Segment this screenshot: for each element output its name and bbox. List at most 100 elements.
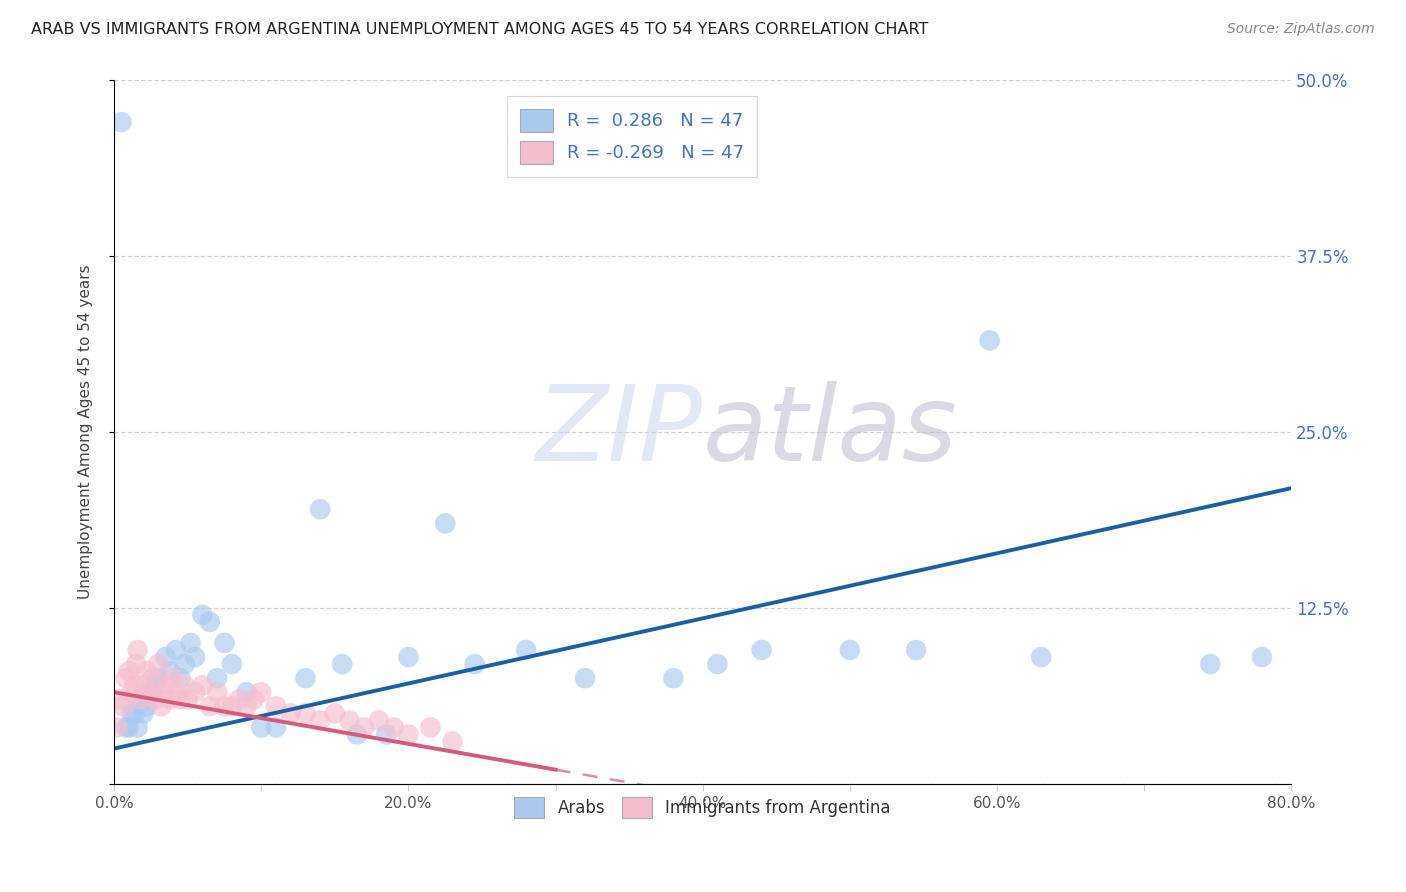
- Point: [143, 692, 166, 706]
- Point: [221, 657, 243, 672]
- Point: [184, 685, 207, 699]
- Point: [330, 657, 353, 672]
- Point: [124, 678, 146, 692]
- Point: [115, 721, 138, 735]
- Text: ZIP: ZIP: [536, 381, 703, 483]
- Point: [135, 699, 157, 714]
- Point: [353, 721, 375, 735]
- Point: [339, 714, 361, 728]
- Point: [159, 664, 181, 678]
- Text: ARAB VS IMMIGRANTS FROM ARGENTINA UNEMPLOYMENT AMONG AGES 45 TO 54 YEARS CORRELA: ARAB VS IMMIGRANTS FROM ARGENTINA UNEMPL…: [31, 22, 928, 37]
- Point: [132, 706, 155, 721]
- Point: [346, 727, 368, 741]
- Point: [124, 706, 146, 721]
- Point: [382, 721, 405, 735]
- Point: [105, 721, 128, 735]
- Point: [375, 727, 398, 741]
- Point: [1031, 650, 1053, 665]
- Point: [396, 727, 419, 741]
- Point: [165, 643, 187, 657]
- Point: [309, 714, 332, 728]
- Point: [129, 692, 152, 706]
- Point: [132, 678, 155, 692]
- Point: [250, 721, 273, 735]
- Point: [150, 699, 173, 714]
- Point: [169, 671, 191, 685]
- Point: [141, 685, 163, 699]
- Point: [434, 516, 457, 531]
- Point: [191, 607, 214, 622]
- Point: [127, 721, 149, 735]
- Point: [138, 685, 160, 699]
- Point: [706, 657, 728, 672]
- Point: [264, 721, 287, 735]
- Point: [309, 502, 332, 516]
- Point: [464, 657, 486, 672]
- Point: [214, 699, 236, 714]
- Point: [141, 671, 163, 685]
- Point: [148, 657, 170, 672]
- Point: [176, 692, 198, 706]
- Point: [148, 671, 170, 685]
- Point: [135, 664, 157, 678]
- Point: [838, 643, 860, 657]
- Y-axis label: Unemployment Among Ages 45 to 54 years: Unemployment Among Ages 45 to 54 years: [79, 265, 93, 599]
- Point: [118, 664, 141, 678]
- Point: [138, 692, 160, 706]
- Point: [221, 699, 243, 714]
- Point: [243, 692, 266, 706]
- Point: [125, 657, 148, 672]
- Point: [180, 636, 202, 650]
- Point: [662, 671, 685, 685]
- Point: [118, 721, 141, 735]
- Point: [396, 650, 419, 665]
- Point: [191, 678, 214, 692]
- Point: [173, 657, 195, 672]
- Point: [205, 671, 228, 685]
- Point: [905, 643, 928, 657]
- Point: [1251, 650, 1274, 665]
- Point: [264, 699, 287, 714]
- Point: [110, 115, 132, 129]
- Point: [574, 671, 596, 685]
- Point: [159, 692, 181, 706]
- Point: [235, 699, 257, 714]
- Point: [1199, 657, 1222, 672]
- Point: [153, 685, 176, 699]
- Point: [121, 706, 143, 721]
- Point: [235, 685, 257, 699]
- Point: [129, 692, 152, 706]
- Point: [368, 714, 391, 728]
- Legend: Arabs, Immigrants from Argentina: Arabs, Immigrants from Argentina: [508, 790, 897, 825]
- Point: [115, 671, 138, 685]
- Point: [169, 692, 191, 706]
- Text: atlas: atlas: [703, 381, 957, 483]
- Point: [108, 692, 131, 706]
- Point: [250, 685, 273, 699]
- Point: [294, 706, 316, 721]
- Point: [419, 721, 441, 735]
- Point: [173, 678, 195, 692]
- Point: [121, 685, 143, 699]
- Point: [323, 706, 346, 721]
- Point: [156, 678, 179, 692]
- Point: [143, 678, 166, 692]
- Point: [228, 692, 250, 706]
- Point: [751, 643, 773, 657]
- Point: [979, 334, 1001, 348]
- Point: [441, 734, 464, 748]
- Point: [111, 699, 134, 714]
- Point: [155, 650, 177, 665]
- Point: [198, 699, 221, 714]
- Point: [162, 671, 184, 685]
- Point: [214, 636, 236, 650]
- Point: [205, 685, 228, 699]
- Point: [165, 685, 187, 699]
- Point: [127, 643, 149, 657]
- Point: [198, 615, 221, 629]
- Point: [294, 671, 316, 685]
- Text: Source: ZipAtlas.com: Source: ZipAtlas.com: [1227, 22, 1375, 37]
- Point: [184, 650, 207, 665]
- Point: [280, 706, 302, 721]
- Point: [515, 643, 537, 657]
